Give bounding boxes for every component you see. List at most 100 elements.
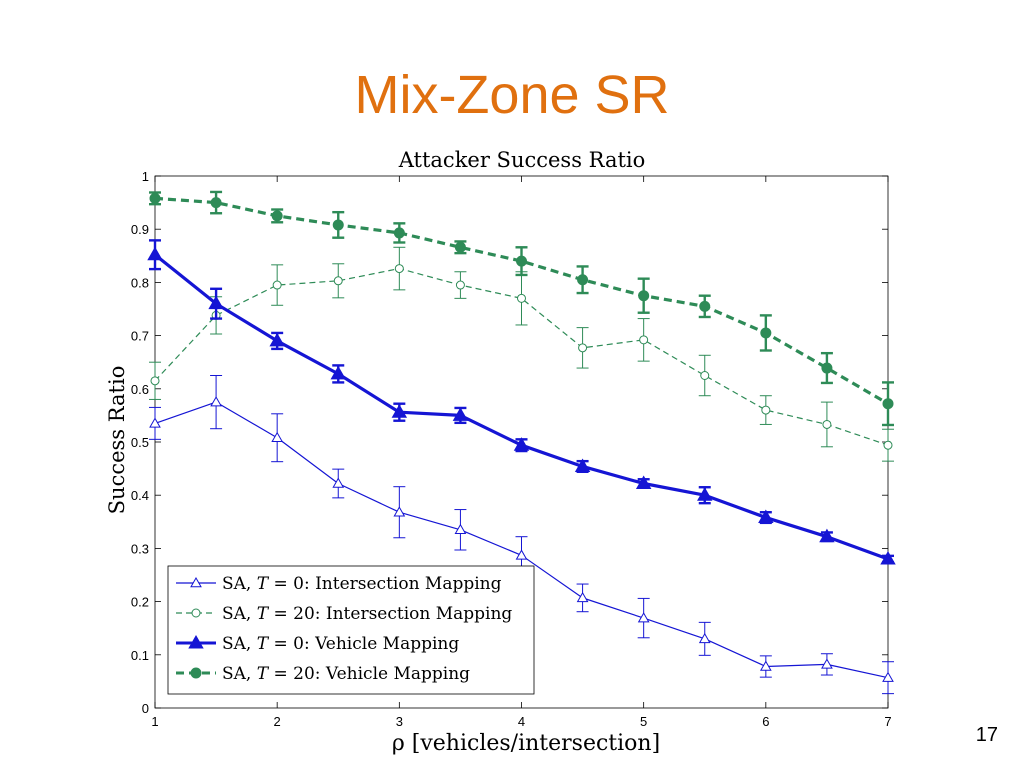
slide-title: Mix-Zone SR (354, 65, 670, 125)
circle-marker (578, 343, 588, 353)
triangle-marker (697, 487, 713, 501)
triangle-marker (637, 612, 650, 623)
triangle-marker (513, 437, 530, 451)
triangle-marker (574, 458, 591, 472)
circle-marker (638, 290, 650, 302)
triangle-marker (149, 417, 161, 428)
y-tick-label: 0.2 (131, 595, 149, 610)
triangle-marker (454, 523, 467, 535)
legend-label-rest: = 20: Intersection Mapping (268, 604, 512, 624)
x-tick-label: 4 (518, 714, 525, 729)
x-tick-label: 7 (884, 714, 891, 729)
triangle-marker (188, 634, 204, 649)
y-tick-label: 0.3 (131, 541, 149, 556)
x-tick-label: 6 (762, 714, 769, 729)
circle-marker (517, 293, 526, 303)
legend-label-variable: T (257, 634, 270, 654)
triangle-marker (208, 295, 224, 310)
circle-marker (333, 276, 343, 286)
y-tick-label: 0 (142, 701, 149, 716)
legend-label-variable: T (257, 574, 270, 594)
legend-label-rest: = 20: Vehicle Mapping (268, 664, 470, 684)
circle-marker (150, 376, 160, 386)
triangle-marker (269, 332, 285, 347)
legend-label-variable: T (257, 664, 270, 684)
series-2 (149, 246, 894, 462)
chart-title: Attacker Success Ratio (398, 148, 646, 172)
legend-label: SA, T = 20: Vehicle Mapping (222, 664, 470, 684)
circle-marker (577, 274, 589, 286)
triangle-marker (759, 660, 772, 671)
circle-marker (394, 264, 404, 274)
triangle-marker (330, 365, 346, 380)
legend-label-prefix: SA, (222, 604, 257, 624)
series-4 (149, 190, 894, 427)
legend-label: SA, T = 20: Intersection Mapping (222, 604, 512, 624)
series-layer (147, 190, 896, 695)
x-tick-label: 1 (151, 714, 158, 729)
y-tick-label: 0.7 (131, 329, 149, 344)
triangle-marker (819, 528, 835, 543)
triangle-marker (515, 549, 528, 560)
triangle-marker (393, 506, 406, 517)
circle-marker (639, 335, 649, 345)
legend-label-prefix: SA, (222, 664, 257, 684)
triangle-marker (635, 475, 652, 489)
circle-marker (455, 280, 465, 290)
triangle-marker (210, 396, 222, 407)
circle-marker (700, 371, 710, 380)
y-tick-label: 0.6 (131, 382, 149, 397)
circle-marker (191, 608, 201, 618)
triangle-marker (698, 632, 711, 644)
x-axis-label-text: ρ [vehicles/intersection] (392, 731, 660, 756)
triangle-marker (147, 246, 163, 261)
circle-marker (882, 398, 894, 410)
circle-marker (271, 210, 283, 222)
legend-label-rest: = 0: Intersection Mapping (268, 574, 502, 594)
y-tick-label: 0.8 (131, 275, 149, 290)
legend-label: SA, T = 0: Vehicle Mapping (222, 634, 459, 654)
circle-marker (821, 362, 833, 374)
circle-marker (822, 419, 832, 429)
circle-marker (761, 405, 771, 415)
y-tick-label: 0.4 (131, 488, 149, 503)
triangle-marker (391, 404, 408, 418)
circle-marker (516, 255, 527, 267)
y-tick-label: 0.9 (131, 222, 149, 237)
y-tick-label: 0.5 (131, 435, 149, 450)
triangle-marker (190, 576, 202, 588)
legend-label-prefix: SA, (222, 634, 257, 654)
x-axis-label: ρ [vehicles/intersection] (392, 731, 660, 756)
legend-label-prefix: SA, (222, 574, 257, 594)
circle-marker (883, 440, 893, 450)
x-tick-label: 5 (640, 714, 647, 729)
page-number: 17 (975, 724, 998, 746)
axis-ticks: 1 2 3 4 5 6 7 0 0.1 0.2 0.3 0.4 0.5 0.6 0.7 0.8 0.9 1 (131, 169, 892, 729)
triangle-marker (882, 671, 894, 682)
triangle-marker (576, 591, 589, 603)
circle-marker (699, 300, 711, 312)
circle-marker (149, 192, 161, 204)
y-tick-label: 0.1 (131, 648, 149, 663)
triangle-marker (452, 407, 469, 421)
y-tick-label: 1 (142, 169, 149, 184)
x-tick-label: 2 (274, 714, 281, 729)
legend-label: SA, T = 0: Intersection Mapping (222, 574, 502, 594)
legend-label-variable: T (257, 604, 270, 624)
y-axis-label: Success Ratio (105, 366, 129, 515)
triangle-marker (332, 477, 345, 488)
triangle-marker (271, 431, 284, 442)
legend-box (167, 565, 535, 695)
circle-marker (210, 197, 222, 209)
circle-marker (332, 219, 344, 231)
x-tick-label: 3 (396, 714, 403, 729)
circle-marker (393, 227, 405, 239)
series-3 (147, 239, 896, 565)
circle-marker (272, 280, 282, 290)
circle-marker (454, 241, 466, 253)
series-1 (149, 375, 894, 695)
triangle-marker (758, 509, 774, 524)
circle-marker (760, 327, 772, 339)
